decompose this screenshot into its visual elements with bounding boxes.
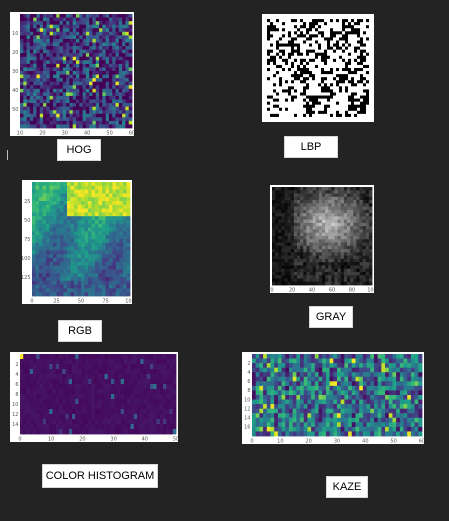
color_histogram-xtick: 50 [173,437,178,443]
gray-xtick: 80 [349,288,355,294]
hog-xtick: 10 [17,131,23,137]
hog-ytick: 20 [12,50,18,56]
rgb-xtick: 75 [102,299,108,305]
text-cursor [7,150,8,160]
kaze-xtick: 40 [362,439,368,445]
kaze-ytick: 14 [244,416,250,422]
gray-xtick: 40 [309,288,315,294]
color_histogram-ytick: 8 [15,392,18,398]
rgb-xtick: 50 [78,299,84,305]
rgb-label: RGB [58,320,102,342]
hog-xtick: 40 [84,131,90,137]
hog-plot: 10 20 30 40 50 10 20 30 40 50 60 [10,12,134,136]
lbp-plot [262,14,374,122]
color_histogram-xtick: 20 [79,437,85,443]
gray-xtick: 0 [270,288,273,294]
hog-xtick: 30 [62,131,68,137]
gray-image [272,187,373,286]
rgb-plot: 25 50 75 100 125 0 25 50 75 100 [22,180,132,304]
gray-svg: 0 20 40 60 80 100 [270,185,374,293]
kaze-xtick: 10 [277,439,283,445]
rgb-ytick: 100 [22,256,31,262]
color_histogram-ytick: 2 [15,362,18,368]
kaze-xtick: 0 [250,439,253,445]
rgb-xtick: 0 [30,299,33,305]
rgb-svg: 25 50 75 100 125 0 25 50 75 100 [22,180,132,304]
kaze-plot: 2 4 6 8 10 12 14 16 0 10 20 30 40 50 60 [242,352,424,444]
kaze-ytick: 6 [247,379,250,385]
rgb-ytick: 50 [24,218,30,224]
color_histogram-xtick: 0 [18,437,21,443]
lbp-svg [262,14,374,122]
color_histogram-svg: 2 4 6 8 10 12 14 0 10 20 30 40 50 [10,352,178,442]
color-histogram-plot: 2 4 6 8 10 12 14 0 10 20 30 40 50 [10,352,178,442]
rgb-ytick: 75 [24,237,30,243]
gray-xtick: 20 [289,288,295,294]
color_histogram-ytick: 10 [12,402,18,408]
color_histogram-ytick: 14 [12,422,18,428]
kaze-xtick: 50 [390,439,396,445]
kaze-label: KAZE [326,476,368,498]
color_histogram-image [20,354,177,435]
hog-xtick: 50 [106,131,112,137]
hog-svg: 10 20 30 40 50 10 20 30 40 50 60 [10,12,134,136]
kaze-ytick: 8 [247,388,250,394]
hog-ytick: 40 [12,88,18,94]
kaze-ytick: 12 [244,406,250,412]
kaze-xtick: 60 [419,439,424,445]
kaze-svg: 2 4 6 8 10 12 14 16 0 10 20 30 40 50 60 [242,352,424,444]
lbp-label: LBP [284,136,338,158]
rgb-ytick: 125 [22,275,31,281]
kaze-xtick: 30 [334,439,340,445]
kaze-xtick: 20 [305,439,311,445]
rgb-image [32,182,131,297]
hog-ytick: 50 [12,107,18,113]
color_histogram-ytick: 4 [15,372,18,378]
color-histogram-label: COLOR HISTOGRAM [42,464,158,488]
kaze-ytick: 2 [247,361,250,367]
color_histogram-xtick: 30 [110,437,116,443]
color_histogram-ytick: 12 [12,412,18,418]
color_histogram-ytick: 6 [15,382,18,388]
kaze-ytick: 4 [247,370,250,376]
rgb-xtick: 100 [125,299,132,305]
gray-label: GRAY [309,306,353,328]
kaze-ytick: 16 [244,425,250,431]
kaze-image [252,354,423,437]
hog-ytick: 10 [12,31,18,37]
hog-ytick: 30 [12,69,18,75]
gray-xtick: 60 [329,288,335,294]
hog-xtick: 20 [39,131,45,137]
rgb-ytick: 25 [24,199,30,205]
rgb-xtick: 25 [53,299,59,305]
color_histogram-xtick: 40 [142,437,148,443]
hog-xtick: 60 [129,131,134,137]
lbp-image [264,16,373,121]
color_histogram-xtick: 10 [48,437,54,443]
gray-plot: 0 20 40 60 80 100 [270,185,374,293]
kaze-ytick: 10 [244,397,250,403]
hog-label: HOG [57,139,101,161]
gray-xtick: 100 [367,288,374,294]
hog-image [20,14,133,129]
